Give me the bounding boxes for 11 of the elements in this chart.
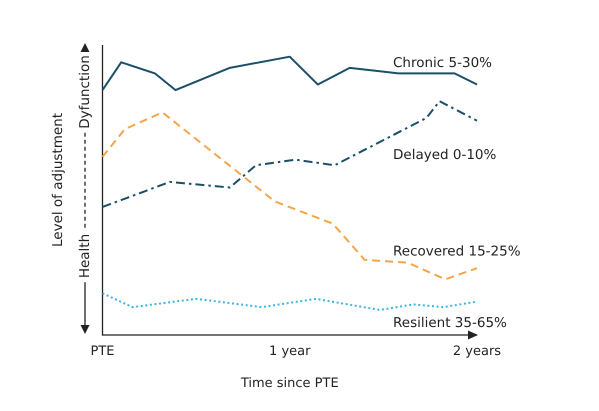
text: Health (77, 234, 93, 278)
series-label: Recovered 15-25% (393, 244, 521, 260)
series-label: Resilient 35-65% (393, 315, 508, 331)
series-label: Delayed 0-10% (393, 147, 497, 164)
x-tick-label: 2 years (452, 344, 502, 360)
text: Dyfunction (77, 55, 93, 129)
x-axis-title: Time since PTE (240, 376, 339, 391)
series-label: Chronic 5-30% (393, 54, 492, 71)
x-tick-label: PTE (90, 344, 114, 360)
x-tick-label: 1 year (269, 344, 312, 360)
y-axis-title: Level of adjustment (50, 112, 66, 248)
